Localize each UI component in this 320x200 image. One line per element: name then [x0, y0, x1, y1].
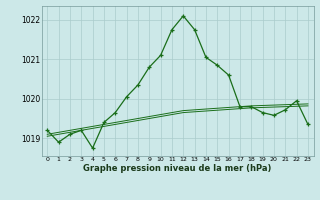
X-axis label: Graphe pression niveau de la mer (hPa): Graphe pression niveau de la mer (hPa) [84, 164, 272, 173]
